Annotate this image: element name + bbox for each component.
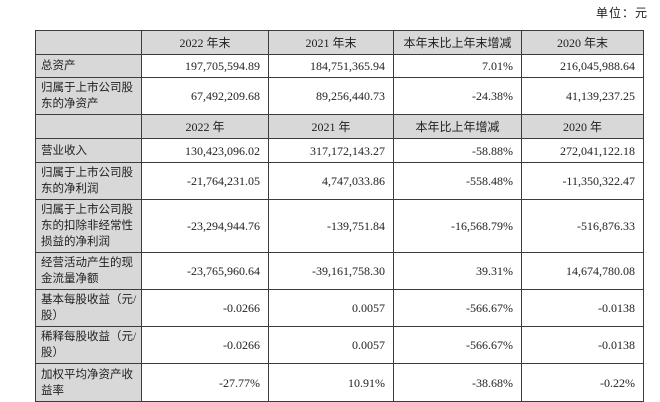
cell-value: 197,705,594.89 <box>141 54 269 78</box>
cell-value: 0.0057 <box>268 289 394 327</box>
cell-value: -23,294,944.76 <box>141 199 269 253</box>
cell-value: 67,492,209.68 <box>141 77 269 115</box>
cell-value: -11,350,322.47 <box>521 162 644 200</box>
header-cell-yearend-change: 本年末比上年末增减 <box>393 30 522 55</box>
cell-value: 0.0057 <box>268 326 394 364</box>
cell-value: 7.01% <box>393 54 522 78</box>
table-row-net-profit: 归属于上市公司股东的净利润 -21,764,231.05 4,747,033.8… <box>35 162 644 200</box>
table-header-row-yearend: 2022 年末 2021 年末 本年末比上年末增减 2020 年末 <box>35 30 644 55</box>
header-cell-2021-yearend: 2021 年末 <box>268 30 394 55</box>
cell-value: 41,139,237.25 <box>521 77 644 115</box>
table-row-operating-cash-flow: 经营活动产生的现金流量净额 -23,765,960.64 -39,161,758… <box>35 252 644 290</box>
table-row-total-assets: 总资产 197,705,594.89 184,751,365.94 7.01% … <box>35 54 644 78</box>
row-label: 加权平均净资产收益率 <box>35 363 142 402</box>
header-cell-blank <box>35 30 142 55</box>
row-label: 基本每股收益（元/股） <box>35 289 142 327</box>
row-label: 总资产 <box>35 54 142 78</box>
cell-value: -558.48% <box>393 162 522 200</box>
cell-value: -139,751.84 <box>268 199 394 253</box>
table-row-weighted-avg-roe: 加权平均净资产收益率 -27.77% 10.91% -38.68% -0.22% <box>35 363 644 402</box>
header-cell-blank <box>35 114 142 139</box>
cell-value: -24.38% <box>393 77 522 115</box>
cell-value: 10.91% <box>268 363 394 402</box>
header-cell-year-change: 本年比上年增减 <box>393 114 522 139</box>
cell-value: -0.22% <box>521 363 644 402</box>
row-label: 稀释每股收益（元/股） <box>35 326 142 364</box>
table-row-basic-eps: 基本每股收益（元/股） -0.0266 0.0057 -566.67% -0.0… <box>35 289 644 327</box>
cell-value: -21,764,231.05 <box>141 162 269 200</box>
row-label: 归属于上市公司股东的扣除非经常性损益的净利润 <box>35 199 142 253</box>
cell-value: -38.68% <box>393 363 522 402</box>
cell-value: 4,747,033.86 <box>268 162 394 200</box>
cell-value: -566.67% <box>393 289 522 327</box>
header-cell-2022-yearend: 2022 年末 <box>141 30 269 55</box>
table-row-diluted-eps: 稀释每股收益（元/股） -0.0266 0.0057 -566.67% -0.0… <box>35 326 644 364</box>
cell-value: -0.0138 <box>521 289 644 327</box>
cell-value: 89,256,440.73 <box>268 77 394 115</box>
cell-value: -566.67% <box>393 326 522 364</box>
cell-value: -39,161,758.30 <box>268 252 394 290</box>
table-row-net-assets: 归属于上市公司股东的净资产 67,492,209.68 89,256,440.7… <box>35 77 644 115</box>
table-header-row-year: 2022 年 2021 年 本年比上年增减 2020 年 <box>35 114 644 139</box>
row-label: 归属于上市公司股东的净资产 <box>35 77 142 115</box>
cell-value: 130,423,096.02 <box>141 138 269 163</box>
cell-value: -0.0138 <box>521 326 644 364</box>
cell-value: -16,568.79% <box>393 199 522 253</box>
cell-value: -0.0266 <box>141 289 269 327</box>
cell-value: -0.0266 <box>141 326 269 364</box>
unit-label: 单位：元 <box>595 6 648 20</box>
row-label: 营业收入 <box>35 138 142 163</box>
row-label: 归属于上市公司股东的净利润 <box>35 162 142 200</box>
cell-value: -516,876.33 <box>521 199 644 253</box>
header-cell-2022: 2022 年 <box>141 114 269 139</box>
cell-value: 184,751,365.94 <box>268 54 394 78</box>
cell-value: 14,674,780.08 <box>521 252 644 290</box>
header-cell-2021: 2021 年 <box>268 114 394 139</box>
cell-value: -23,765,960.64 <box>141 252 269 290</box>
cell-value: -27.77% <box>141 363 269 402</box>
cell-value: 272,041,122.18 <box>521 138 644 163</box>
cell-value: 216,045,988.64 <box>521 54 644 78</box>
cell-value: 39.31% <box>393 252 522 290</box>
row-label: 经营活动产生的现金流量净额 <box>35 252 142 290</box>
table-row-net-profit-excl-nonrecurring: 归属于上市公司股东的扣除非经常性损益的净利润 -23,294,944.76 -1… <box>35 199 644 253</box>
cell-value: -58.88% <box>393 138 522 163</box>
financial-summary-table: 2022 年末 2021 年末 本年末比上年末增减 2020 年末 总资产 19… <box>35 30 644 402</box>
header-cell-2020: 2020 年 <box>521 114 644 139</box>
header-cell-2020-yearend: 2020 年末 <box>521 30 644 55</box>
cell-value: 317,172,143.27 <box>268 138 394 163</box>
table-row-revenue: 营业收入 130,423,096.02 317,172,143.27 -58.8… <box>35 138 644 163</box>
